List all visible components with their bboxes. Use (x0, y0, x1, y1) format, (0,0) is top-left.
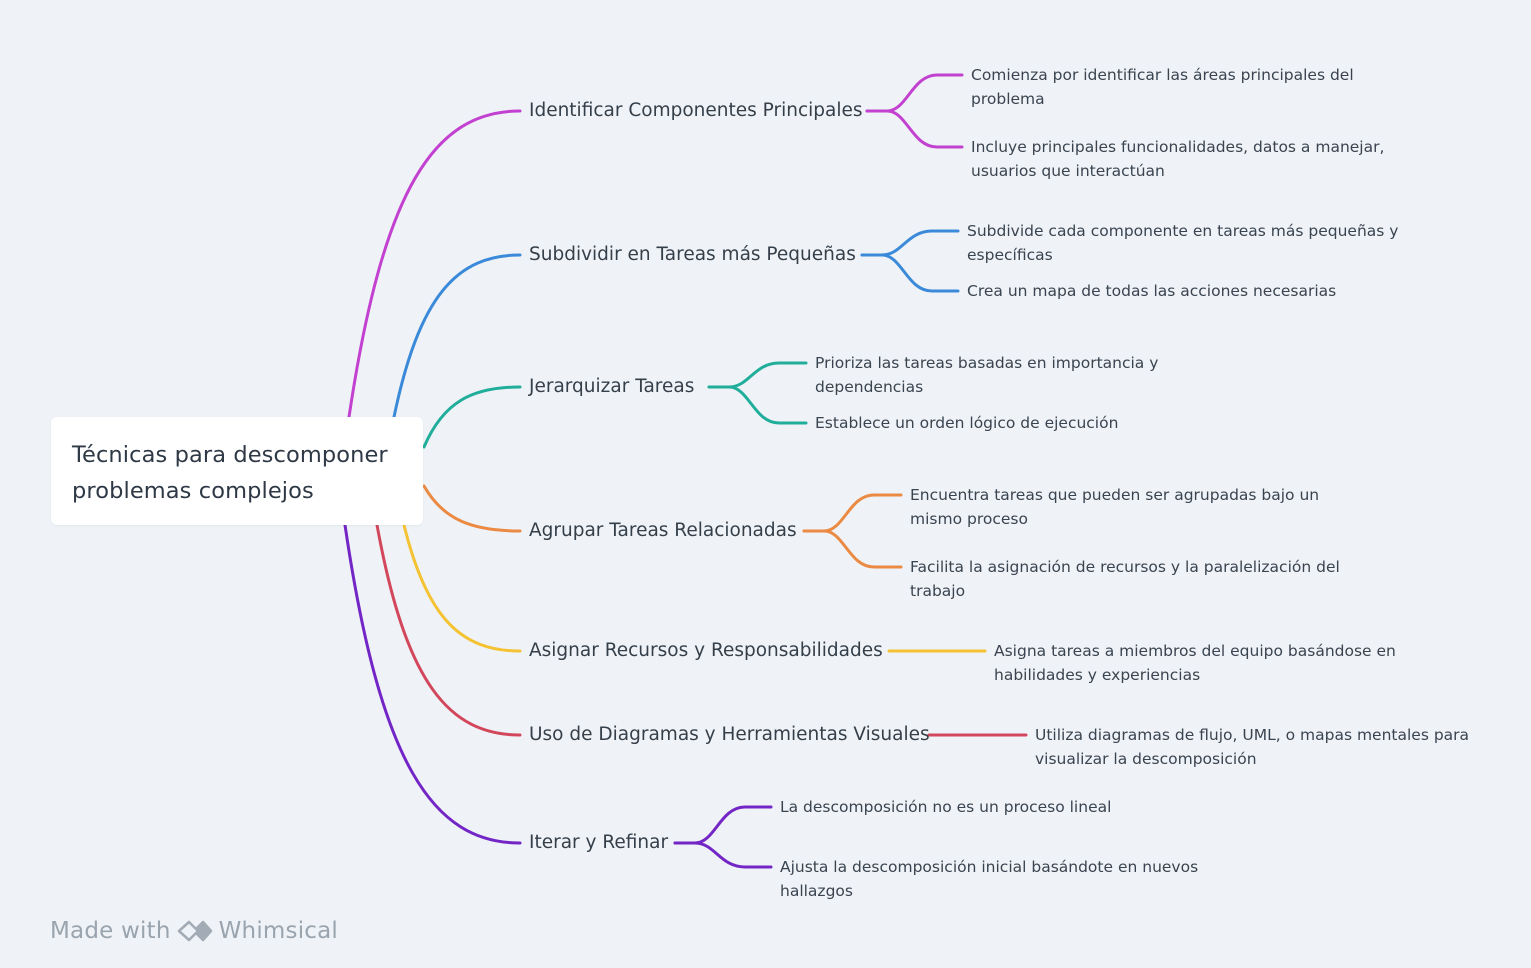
leaf-1-1-line-1: Comienza por identificar las áreas princ… (971, 66, 1354, 84)
branch-label-4[interactable]: Agrupar Tareas Relacionadas (529, 520, 797, 541)
whimsical-brand: Whimsical (218, 918, 339, 944)
leaf-5-1-line-2: habilidades y experiencias (994, 666, 1201, 684)
leaf-3-2-line-1: Establece un orden lógico de ejecución (815, 414, 1119, 432)
leaf-5-1-line-1: Asigna tareas a miembros del equipo basá… (994, 642, 1396, 660)
leaf-6-1[interactable]: Utiliza diagramas de flujo, UML, o mapas… (1035, 723, 1469, 771)
branch-label-1[interactable]: Identificar Componentes Principales (529, 100, 863, 121)
leaf-1-1[interactable]: Comienza por identificar las áreas princ… (971, 63, 1354, 111)
branch-label-5[interactable]: Asignar Recursos y Responsabilidades (529, 640, 883, 661)
leaf-2-1[interactable]: Subdivide cada componente en tareas más … (967, 219, 1398, 267)
root-connector-5 (402, 523, 522, 653)
leaf-connector-3-1 (707, 361, 808, 389)
leaf-4-2-line-2: trabajo (910, 582, 966, 600)
root-title-line-2: problemas complejos (72, 478, 314, 504)
branch-label-7[interactable]: Iterar y Refinar (529, 832, 669, 853)
root-title-line-1: Técnicas para descomponer (72, 442, 388, 468)
made-with-label: Made with (50, 918, 171, 944)
leaf-7-2-line-2: hallazgos (780, 882, 853, 900)
leaf-connector-3-2 (707, 385, 808, 425)
leaf-connector-1-1 (865, 73, 964, 113)
branch-label-2[interactable]: Subdividir en Tareas más Pequeñas (529, 244, 856, 265)
made-with-footer[interactable]: Made with Whimsical (50, 914, 338, 948)
root-connector-2 (392, 253, 522, 419)
leaf-4-2-line-1: Facilita la asignación de recursos y la … (910, 558, 1340, 576)
leaf-connector-7-2 (673, 841, 773, 869)
leaf-1-2-line-2: usuarios que interactúan (971, 162, 1165, 180)
root-connector-4 (422, 484, 522, 533)
branch-label-3[interactable]: Jerarquizar Tareas (529, 376, 695, 397)
root-title: Técnicas para descomponer problemas comp… (72, 437, 403, 509)
leaf-connector-4-2 (802, 529, 903, 569)
leaf-connector-7-1 (673, 805, 773, 845)
leaf-3-1-line-1: Prioriza las tareas basadas en importanc… (815, 354, 1159, 372)
leaf-1-2[interactable]: Incluye principales funcionalidades, dat… (971, 135, 1384, 183)
leaf-connector-1-2 (865, 109, 964, 149)
leaf-6-1-line-1: Utiliza diagramas de flujo, UML, o mapas… (1035, 726, 1470, 744)
leaf-4-1-line-2: mismo proceso (910, 510, 1028, 528)
leaf-7-1[interactable]: La descomposición no es un proceso linea… (780, 795, 1111, 819)
leaf-7-2-line-1: Ajusta la descomposición inicial basándo… (780, 858, 1199, 876)
root-node[interactable]: Técnicas para descomponer problemas comp… (51, 417, 423, 525)
whimsical-logo-icon (177, 920, 212, 942)
leaf-connector-2-2 (860, 253, 960, 293)
leaf-2-1-line-1: Subdivide cada componente en tareas más … (967, 222, 1399, 240)
leaf-4-1[interactable]: Encuentra tareas que pueden ser agrupada… (910, 483, 1319, 531)
leaf-7-2[interactable]: Ajusta la descomposición inicial basándo… (780, 855, 1198, 903)
leaf-2-1-line-2: específicas (967, 246, 1053, 264)
root-connector-6 (375, 523, 522, 737)
leaf-3-1[interactable]: Prioriza las tareas basadas en importanc… (815, 351, 1158, 399)
leaf-3-1-line-2: dependencias (815, 378, 924, 396)
leaf-4-2[interactable]: Facilita la asignación de recursos y la … (910, 555, 1340, 603)
leaf-connector-4-1 (802, 493, 903, 533)
root-connector-1 (347, 109, 522, 419)
leaf-4-1-line-1: Encuentra tareas que pueden ser agrupada… (910, 486, 1320, 504)
leaf-2-2[interactable]: Crea un mapa de todas las acciones neces… (967, 279, 1336, 303)
leaf-3-2[interactable]: Establece un orden lógico de ejecución (815, 411, 1118, 435)
leaf-7-1-line-1: La descomposición no es un proceso linea… (780, 798, 1112, 816)
leaf-2-2-line-1: Crea un mapa de todas las acciones neces… (967, 282, 1337, 300)
leaf-5-1[interactable]: Asigna tareas a miembros del equipo basá… (994, 639, 1396, 687)
root-connector-3 (422, 385, 522, 449)
leaf-connector-2-1 (860, 229, 960, 257)
leaf-1-1-line-2: problema (971, 90, 1045, 108)
leaf-1-2-line-1: Incluye principales funcionalidades, dat… (971, 138, 1385, 156)
branch-label-6[interactable]: Uso de Diagramas y Herramientas Visuales (529, 724, 930, 745)
leaf-6-1-line-2: visualizar la descomposición (1035, 750, 1257, 768)
root-connector-7 (343, 523, 522, 845)
